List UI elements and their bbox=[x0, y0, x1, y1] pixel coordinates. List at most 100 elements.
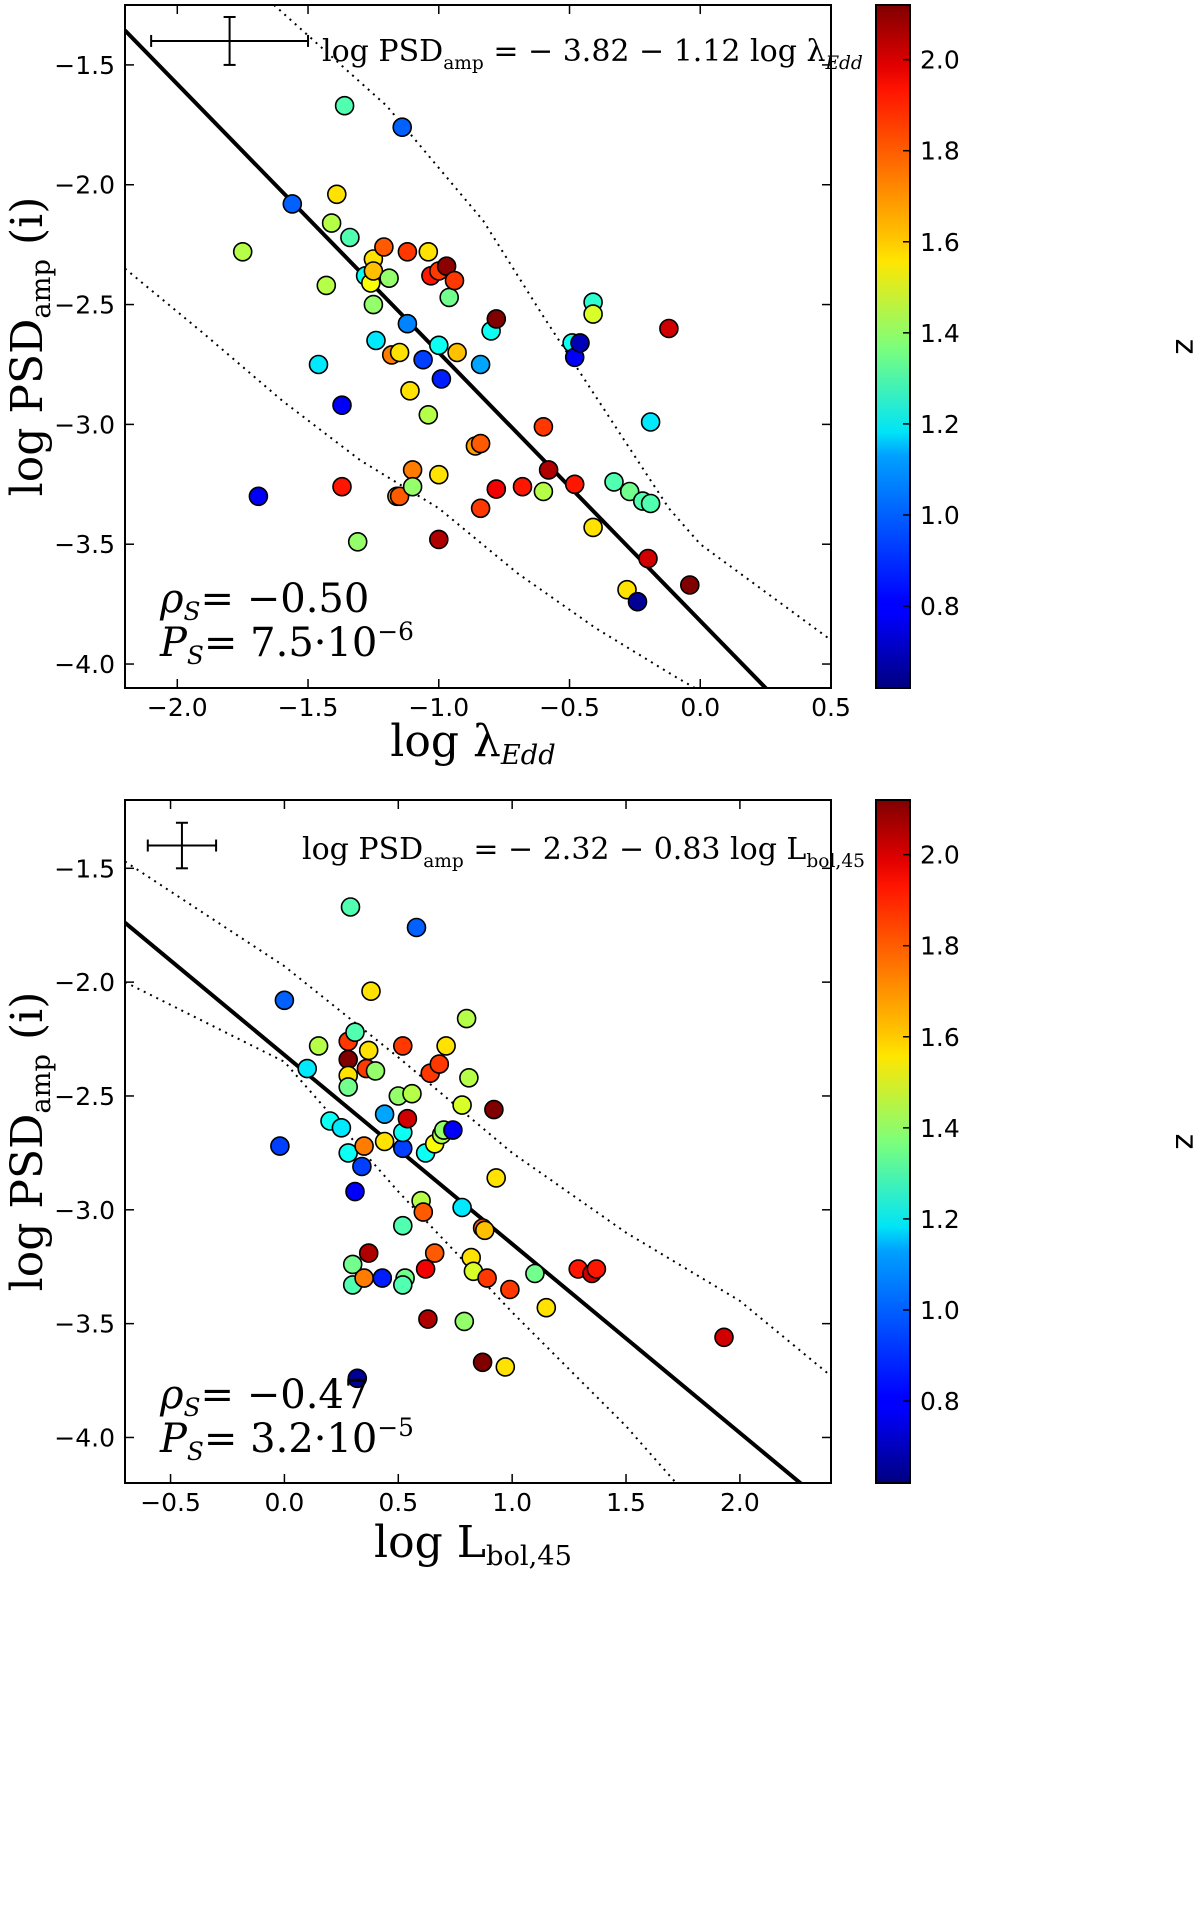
data-point-20 bbox=[358, 1040, 379, 1061]
data-point-1 bbox=[248, 486, 269, 507]
data-point-22 bbox=[389, 486, 410, 507]
x-tick-label: −1.0 bbox=[408, 693, 469, 722]
colorbar-tick-label: 0.8 bbox=[920, 1387, 960, 1416]
x-tick-label: 0.0 bbox=[680, 693, 720, 722]
data-point-28 bbox=[402, 476, 423, 497]
fit-equation: log PSDamp = − 3.82 − 1.12 log λEdd bbox=[322, 34, 863, 74]
best-fit-line bbox=[125, 921, 804, 1483]
data-point-37 bbox=[431, 369, 452, 389]
colorbar: 0.8 1.0 1.2 1.4 1.6 1.8 2.0 z bbox=[875, 4, 1200, 689]
colorbar-tick-label: 1.6 bbox=[920, 1023, 960, 1052]
data-point-34 bbox=[428, 335, 449, 356]
data-point-45 bbox=[429, 1054, 450, 1074]
y-tick-label: −3.0 bbox=[54, 1196, 115, 1225]
data-point-44 bbox=[470, 498, 491, 519]
data-point-12 bbox=[342, 1254, 363, 1275]
colorbar-tick-label: 2.0 bbox=[920, 46, 960, 75]
data-point-57 bbox=[570, 333, 590, 353]
x-tick-label: −1.5 bbox=[278, 693, 339, 722]
data-point-64 bbox=[500, 1279, 520, 1300]
data-point-66 bbox=[640, 493, 661, 514]
spearman-rho: ρS= −0.50 bbox=[159, 576, 369, 626]
plot-frame bbox=[124, 4, 832, 689]
data-point-16 bbox=[363, 294, 384, 315]
fit-equation: log PSDamp = − 2.32 − 0.83 log Lbol,45 bbox=[302, 832, 865, 872]
y-tick-label: −2.5 bbox=[54, 291, 115, 320]
data-point-23 bbox=[365, 1061, 386, 1081]
data-point-69 bbox=[586, 1259, 607, 1279]
data-point-35 bbox=[402, 1083, 422, 1104]
data-point-70 bbox=[679, 575, 700, 595]
data-point-26 bbox=[372, 1268, 393, 1288]
data-point-7 bbox=[332, 395, 352, 416]
data-point-4 bbox=[316, 275, 337, 296]
x-axis-label: log Lbol,45 bbox=[374, 1517, 572, 1572]
data-point-39 bbox=[415, 1259, 436, 1279]
x-tick-label: 0.0 bbox=[265, 1488, 305, 1517]
spearman-rho: ρS= −0.47 bbox=[159, 1372, 369, 1422]
data-point-60 bbox=[583, 517, 603, 538]
data-point-59 bbox=[583, 304, 603, 324]
plot-area bbox=[125, 5, 831, 688]
x-tick-label: 0.5 bbox=[811, 693, 851, 722]
data-point-52 bbox=[533, 416, 554, 437]
data-point-18 bbox=[374, 237, 394, 257]
colorbar-tick-label: 1.2 bbox=[920, 410, 960, 439]
data-point-71 bbox=[714, 1327, 734, 1348]
x-axis-label: log λEdd bbox=[390, 716, 555, 771]
data-point-25 bbox=[374, 1131, 395, 1152]
colorbar-tick-label: 1.4 bbox=[920, 319, 960, 348]
data-point-36 bbox=[406, 917, 427, 938]
data-point-17 bbox=[366, 330, 386, 351]
data-point-18 bbox=[354, 1268, 374, 1288]
data-point-3 bbox=[308, 354, 329, 375]
data-point-33 bbox=[392, 1275, 413, 1295]
colorbar-label: z bbox=[1168, 339, 1200, 355]
data-point-50 bbox=[512, 476, 533, 497]
colorbar-tick-label: 2.0 bbox=[920, 841, 960, 870]
colorbar-tick-label: 1.4 bbox=[920, 1114, 960, 1143]
y-tick-label: −2.0 bbox=[54, 968, 115, 997]
data-point-11 bbox=[340, 897, 361, 917]
data-point-19 bbox=[379, 268, 399, 289]
data-point-30 bbox=[418, 242, 439, 262]
colorbar-label: z bbox=[1168, 1134, 1200, 1150]
data-point-58 bbox=[474, 1220, 495, 1241]
y-tick-label: −3.0 bbox=[54, 410, 115, 439]
colorbar-gradient bbox=[875, 4, 911, 689]
data-point-61 bbox=[604, 472, 624, 492]
data-point-48 bbox=[486, 309, 507, 329]
data-point-34 bbox=[397, 1108, 418, 1129]
data-point-38 bbox=[413, 1202, 434, 1222]
y-tick-label: −3.5 bbox=[54, 1310, 115, 1339]
data-point-14 bbox=[345, 1181, 365, 1202]
data-point-64 bbox=[627, 591, 648, 612]
data-point-1 bbox=[270, 1136, 290, 1156]
data-point-25 bbox=[397, 313, 418, 334]
y-tick-label: −1.5 bbox=[54, 51, 115, 80]
data-point-51 bbox=[533, 481, 554, 502]
data-point-52 bbox=[454, 1311, 475, 1332]
data-point-63 bbox=[495, 1357, 516, 1377]
data-point-43 bbox=[470, 354, 491, 375]
data-point-24 bbox=[374, 1104, 395, 1124]
x-tick-label: −2.0 bbox=[147, 693, 208, 722]
y-tick-label: −2.5 bbox=[54, 1082, 115, 1111]
top-panel: −2.0 −1.5 −1.0 −0.5 0.0 0.5 −1.5 −2.0 −2.5 −3.0 −3… bbox=[2, 4, 1200, 771]
data-point-28 bbox=[392, 1036, 413, 1056]
data-point-21 bbox=[358, 1243, 379, 1263]
data-point-26 bbox=[400, 380, 420, 401]
lower-scatter-envelope bbox=[125, 981, 677, 1483]
data-point-53 bbox=[538, 460, 559, 480]
data-point-56 bbox=[564, 474, 585, 495]
colorbar-tick-label: 1.0 bbox=[920, 501, 960, 530]
colorbar-tick-label: 0.8 bbox=[920, 592, 960, 621]
best-fit-line bbox=[125, 29, 769, 688]
data-point-16 bbox=[352, 1156, 372, 1177]
x-tick-label: −0.5 bbox=[140, 1488, 201, 1517]
x-tick-label: −0.5 bbox=[539, 693, 600, 722]
data-point-2 bbox=[297, 1058, 318, 1079]
data-point-9 bbox=[338, 1077, 359, 1097]
data-point-9 bbox=[334, 95, 355, 116]
